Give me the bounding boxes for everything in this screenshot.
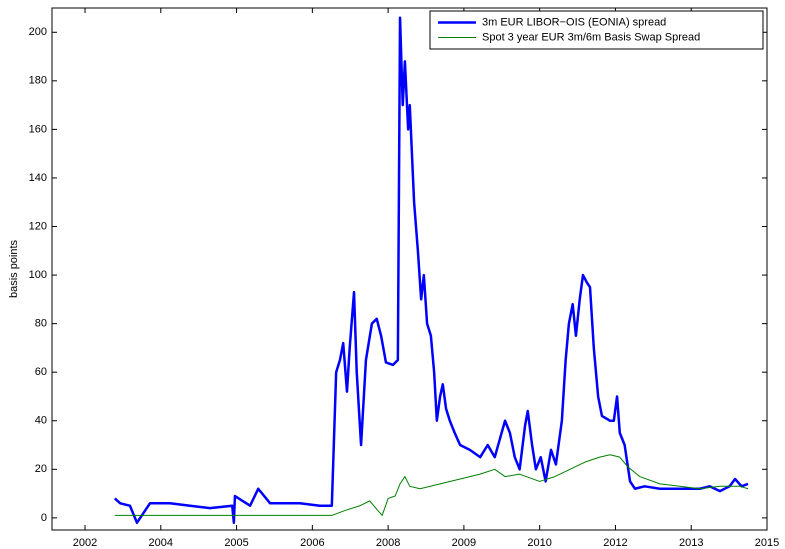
- y-tick-label: 120: [29, 220, 47, 232]
- data-line: [113, 16, 749, 524]
- axes-box: [51, 7, 768, 531]
- x-tick-label: 2006: [300, 537, 324, 549]
- legend-label: 3m EUR LIBOR−OIS (EONIA) spread: [482, 16, 666, 28]
- legend-box: [429, 10, 764, 50]
- x-tick-label: 2004: [149, 537, 173, 549]
- x-tick-label: 2009: [452, 537, 476, 549]
- y-tick-label: 0: [41, 512, 47, 524]
- x-tick-label: 2002: [73, 537, 97, 549]
- y-tick-label: 100: [29, 269, 47, 281]
- y-tick-label: 160: [29, 123, 47, 135]
- y-tick-label: 20: [35, 463, 47, 475]
- x-tick-label: 2012: [603, 537, 627, 549]
- y-tick-label: 180: [29, 75, 47, 87]
- x-tick-label: 2013: [679, 537, 703, 549]
- plot-area: [52, 8, 767, 530]
- y-tick-label: 140: [29, 172, 47, 184]
- x-tick-label: 2008: [376, 537, 400, 549]
- y-axis-label: basis points: [8, 239, 20, 298]
- x-tick-label: 2015: [755, 537, 779, 549]
- x-tick-label: 2010: [527, 537, 551, 549]
- data-line: [114, 454, 749, 516]
- y-tick-label: 80: [35, 318, 47, 330]
- legend-label: Spot 3 year EUR 3m/6m Basis Swap Spread: [482, 31, 700, 43]
- y-tick-label: 40: [35, 415, 47, 427]
- y-tick-label: 200: [29, 26, 47, 38]
- y-tick-label: 60: [35, 366, 47, 378]
- x-tick-label: 2005: [224, 537, 248, 549]
